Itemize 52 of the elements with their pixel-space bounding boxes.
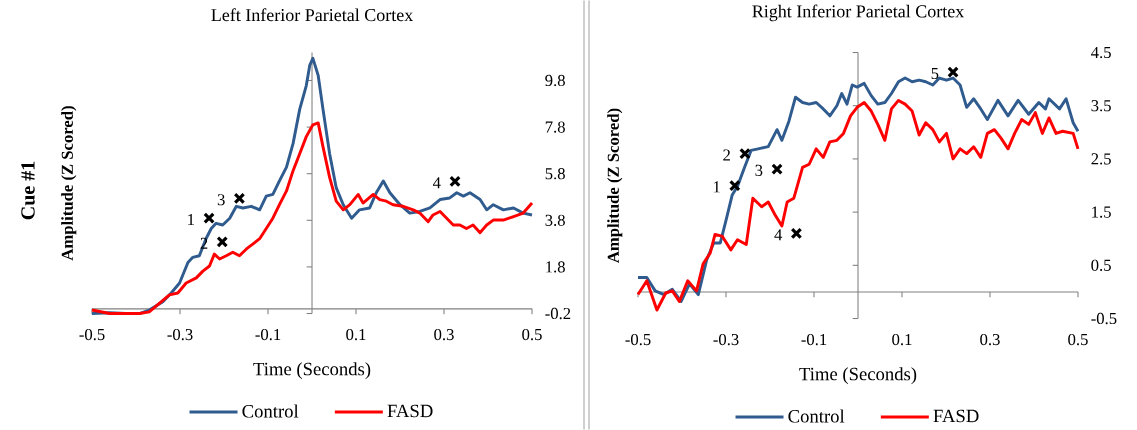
annotation: 1 (713, 181, 720, 193)
x-tick-label: 0.1 (892, 333, 912, 346)
x-tick-label: -0.5 (79, 328, 105, 341)
point (771, 163, 783, 175)
y-tick-label: 5.8 (545, 168, 565, 180)
x-tick-label: -0.3 (713, 333, 739, 346)
point (947, 66, 959, 79)
annotation: 3 (217, 194, 225, 206)
annotation: 4 (432, 177, 441, 189)
legend-label: Control (242, 404, 299, 418)
point (233, 192, 246, 205)
annotation: 4 (774, 229, 783, 241)
annotation: 2 (723, 149, 730, 161)
legend-label: FASD (387, 404, 433, 418)
x-tick-label: -0.1 (255, 328, 281, 341)
y-tick-label: 1.5 (1092, 206, 1111, 218)
y-tick-label: 3.5 (1091, 100, 1111, 112)
x-tick-label: -0.3 (167, 328, 193, 341)
y-tick-label: 7.8 (545, 121, 565, 133)
text: Cue #1 (21, 161, 35, 220)
y-axis-title: Amplitude (Z Scored) (61, 106, 77, 261)
annotation: 5 (931, 67, 939, 80)
chart-title: Right Inferior Parietal Cortex (752, 4, 965, 22)
legend-label: FASD (933, 409, 979, 423)
y-tick-label: 2.5 (1091, 153, 1111, 165)
annotation: 3 (755, 164, 763, 176)
x-tick-label: 0.5 (1068, 333, 1088, 346)
y-tick-label: 3.8 (545, 214, 565, 226)
x-tick-label: 0.1 (346, 328, 366, 341)
y-tick-label: -0.5 (1091, 312, 1117, 325)
annotation: 1 (188, 214, 195, 226)
legend-label: Control (788, 409, 845, 423)
x-axis-title: Time (Seconds) (799, 367, 917, 385)
y-axis-title: Amplitude (Z Scored) (607, 108, 623, 263)
y-tick-label: -0.2 (545, 307, 571, 320)
chart-title: Left Inferior Parietal Cortex (211, 8, 414, 22)
point (790, 227, 803, 240)
x-tick-label: 0.5 (522, 328, 542, 341)
x-tick-label: 0.3 (434, 328, 454, 341)
point (739, 147, 751, 160)
y-tick-label: 0.5 (1091, 259, 1111, 271)
x-tick-label: -0.1 (801, 333, 827, 346)
point (216, 236, 229, 248)
x-tick-label: 0.3 (980, 333, 1000, 346)
point (449, 175, 461, 188)
y-tick-label: 4.5 (1091, 46, 1111, 59)
y-tick-label: 1.8 (546, 261, 565, 273)
point (728, 179, 741, 192)
x-axis-title: Time (Seconds) (253, 362, 371, 380)
point (203, 212, 215, 225)
x-tick-label: -0.5 (625, 333, 651, 346)
y-tick-label: 9.8 (545, 74, 565, 87)
